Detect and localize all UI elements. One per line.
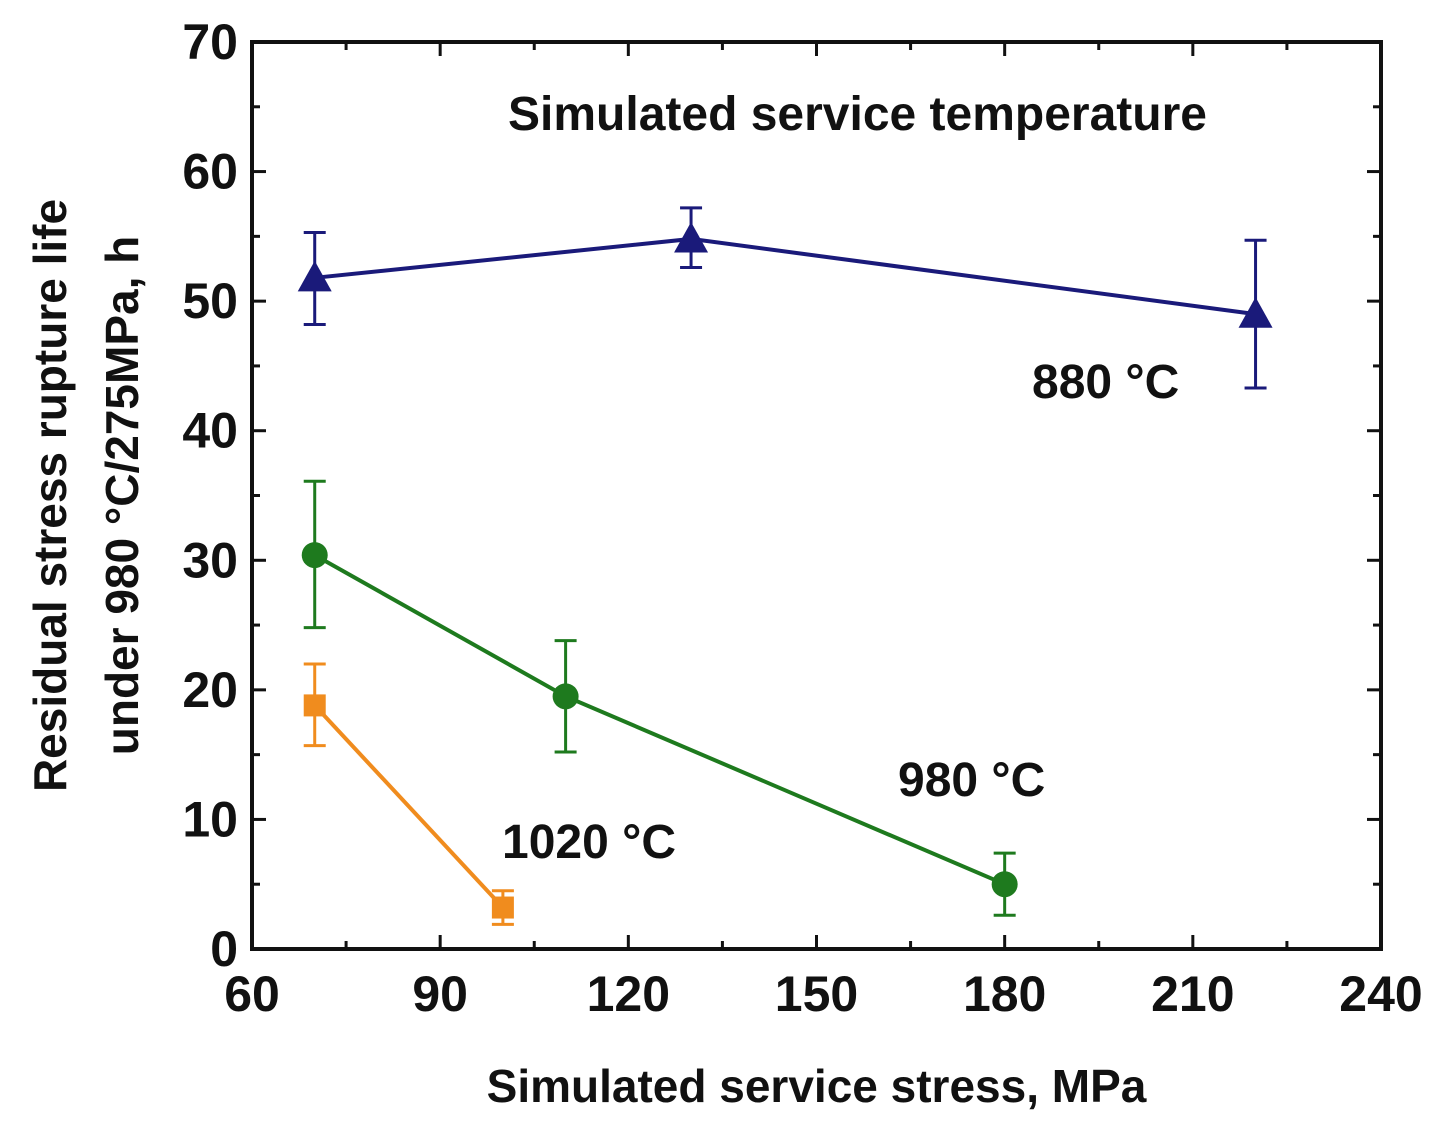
y-tick-label: 60 xyxy=(182,144,238,200)
y-tick-label: 30 xyxy=(182,532,238,588)
data-point-square xyxy=(303,694,326,717)
series-980cc xyxy=(301,479,1018,917)
data-point-triangle xyxy=(1238,297,1273,328)
data-point-square xyxy=(491,896,514,919)
y-tick-label: 50 xyxy=(182,273,238,329)
series-line xyxy=(313,704,505,909)
y-tick-label: 0 xyxy=(210,921,238,977)
data-point-circle xyxy=(991,871,1018,898)
series-line xyxy=(314,236,1256,317)
y-tick-label: 70 xyxy=(182,14,238,70)
x-tick-label: 60 xyxy=(224,966,280,1022)
y-tick-label: 20 xyxy=(182,662,238,718)
series-880cc xyxy=(297,206,1273,390)
series-label: 880 °C xyxy=(1032,356,1179,409)
x-tick-label: 180 xyxy=(963,966,1046,1022)
data-point-circle xyxy=(552,683,579,710)
y-tick-label: 40 xyxy=(182,403,238,459)
data-point-circle xyxy=(301,542,328,569)
data-point-triangle xyxy=(297,260,332,292)
x-tick-label: 90 xyxy=(412,966,468,1022)
y-axis-title-line-2: under 980 °C/275MPa, h xyxy=(96,236,148,755)
series-1020cc xyxy=(303,662,514,926)
y-axis-title-line-1: Residual stress rupture life xyxy=(24,199,76,792)
x-tick-label: 150 xyxy=(775,966,858,1022)
y-tick-label: 10 xyxy=(182,791,238,847)
x-axis-title: Simulated service stress, MPa xyxy=(487,1060,1147,1112)
x-tick-label: 120 xyxy=(587,966,670,1022)
data-point-triangle xyxy=(674,221,709,253)
x-tick-label: 240 xyxy=(1339,966,1422,1022)
x-tick-label: 210 xyxy=(1151,966,1234,1022)
plot-frame xyxy=(250,40,1383,951)
legend-title: Simulated service temperature xyxy=(508,88,1207,141)
series-label: 980 °C xyxy=(898,754,1045,807)
y-axis-title: Residual stress rupture life under 980 °… xyxy=(24,199,148,792)
series-label: 1020 °C xyxy=(502,816,676,869)
